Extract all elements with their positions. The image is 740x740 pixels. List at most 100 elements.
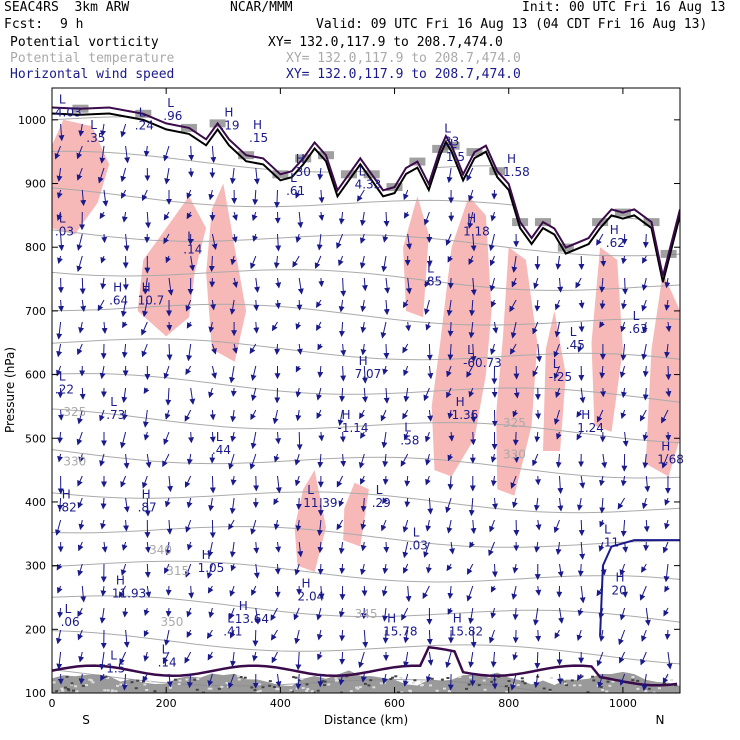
wind-vector bbox=[184, 563, 192, 578]
stratosphere-speckle bbox=[56, 691, 60, 693]
extremum-type: H bbox=[507, 152, 516, 166]
wind-vector bbox=[270, 629, 278, 641]
wind-vector bbox=[123, 629, 130, 648]
wind-vector bbox=[427, 651, 434, 666]
extremum-type: L bbox=[570, 325, 577, 339]
wind-vector bbox=[533, 497, 540, 512]
wind-vector bbox=[56, 563, 63, 571]
pv-shading-region bbox=[543, 310, 566, 451]
wind-vector bbox=[576, 629, 583, 642]
wind-vector bbox=[186, 629, 193, 638]
wind-vector bbox=[381, 431, 388, 449]
wind-vector bbox=[317, 167, 324, 181]
wind-vector bbox=[360, 343, 367, 356]
wind-vector bbox=[447, 607, 454, 615]
extremum-type: H bbox=[116, 574, 125, 588]
extremum-type: H bbox=[456, 395, 465, 409]
wind-vector bbox=[294, 629, 301, 645]
wind-vector bbox=[118, 585, 127, 598]
wind-vector bbox=[229, 629, 236, 639]
wind-vector bbox=[166, 673, 173, 688]
wind-vector bbox=[54, 145, 62, 160]
wind-vector bbox=[644, 475, 651, 493]
extremum-value: 13.64 bbox=[235, 612, 269, 626]
stratosphere-speckle bbox=[516, 684, 520, 686]
wind-vector bbox=[99, 145, 106, 164]
extremum-value: -1.14 bbox=[338, 421, 369, 435]
wind-vector bbox=[468, 321, 475, 339]
wind-vector bbox=[620, 519, 627, 537]
wind-vector bbox=[162, 651, 170, 665]
wind-vector bbox=[100, 277, 107, 290]
wind-vector bbox=[449, 541, 455, 555]
extremum-type: H bbox=[296, 152, 305, 166]
extremum-value: .41 bbox=[223, 625, 242, 639]
wind-vector bbox=[468, 387, 475, 398]
stratosphere-speckle bbox=[507, 680, 511, 682]
wind-vector bbox=[555, 453, 562, 469]
wind-vector bbox=[362, 629, 369, 648]
wind-vector bbox=[405, 277, 412, 295]
stratosphere-speckle bbox=[520, 677, 524, 680]
wind-vector bbox=[209, 519, 216, 539]
wind-vector bbox=[208, 255, 215, 272]
stratosphere-speckle bbox=[153, 690, 157, 693]
extremum-type: L bbox=[404, 421, 411, 435]
wind-vector bbox=[619, 365, 626, 379]
stratosphere-speckle bbox=[256, 690, 260, 693]
stratosphere-speckle bbox=[81, 684, 85, 687]
wind-vector bbox=[511, 585, 518, 600]
extremum-value: .44 bbox=[212, 443, 231, 457]
wind-vector bbox=[534, 431, 541, 443]
wind-vector bbox=[596, 585, 604, 597]
stratosphere-speckle bbox=[548, 688, 552, 691]
wind-vector bbox=[361, 277, 368, 292]
wind-vector bbox=[641, 673, 648, 692]
stratosphere-speckle bbox=[323, 680, 327, 683]
wind-vector bbox=[558, 607, 565, 624]
wind-vector bbox=[228, 519, 235, 531]
wind-vector bbox=[275, 233, 282, 252]
stratosphere-speckle bbox=[300, 678, 304, 680]
wind-vector bbox=[532, 365, 539, 378]
wind-vector bbox=[380, 409, 387, 422]
wind-vector bbox=[339, 563, 346, 575]
theta-label: 330 bbox=[63, 455, 86, 469]
wind-vector bbox=[405, 585, 412, 603]
wind-vector bbox=[512, 497, 518, 509]
wind-vector bbox=[78, 453, 85, 464]
wind-vector bbox=[403, 629, 410, 644]
wind-vector bbox=[272, 409, 279, 425]
wind-vector bbox=[427, 365, 434, 380]
wind-vector bbox=[123, 497, 130, 513]
extremum-type: L bbox=[59, 212, 66, 226]
wind-vector bbox=[77, 497, 84, 509]
wind-vector bbox=[206, 629, 213, 639]
wind-vector bbox=[250, 409, 257, 421]
wind-vector bbox=[124, 145, 130, 164]
wind-vector bbox=[274, 563, 281, 575]
wind-vector bbox=[207, 651, 214, 661]
wind-vector bbox=[359, 233, 366, 244]
wind-vector bbox=[662, 541, 669, 554]
stratosphere-speckle bbox=[550, 676, 554, 679]
wind-vector bbox=[402, 541, 409, 559]
wind-vector bbox=[211, 233, 218, 250]
wind-vector bbox=[400, 453, 409, 467]
wind-vector bbox=[665, 365, 672, 381]
stratosphere-speckle bbox=[505, 690, 509, 693]
wind-vector bbox=[360, 431, 366, 439]
wind-vector bbox=[119, 651, 127, 665]
wind-vector bbox=[578, 519, 585, 537]
wind-vector bbox=[642, 453, 649, 469]
wind-vector bbox=[360, 563, 366, 576]
extremum-type: L bbox=[359, 165, 366, 179]
wind-vector bbox=[295, 365, 302, 373]
wind-vector bbox=[622, 541, 629, 553]
wind-vector bbox=[404, 475, 411, 487]
stratosphere-speckle bbox=[85, 684, 88, 687]
stratosphere-speckle bbox=[178, 679, 182, 682]
stratosphere-speckle bbox=[52, 681, 56, 684]
wind-vector bbox=[56, 651, 63, 670]
wind-vector bbox=[340, 343, 347, 357]
